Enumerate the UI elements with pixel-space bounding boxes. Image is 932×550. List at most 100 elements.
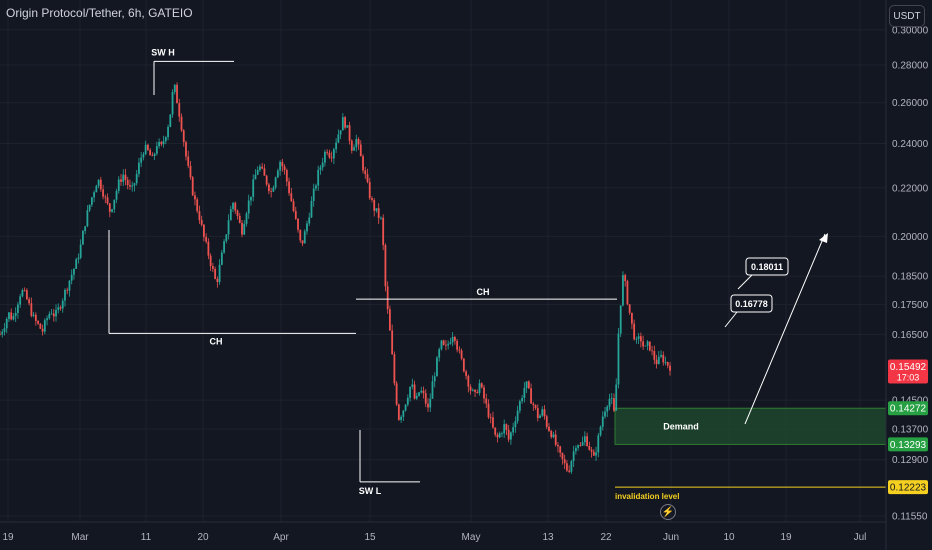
- candle-body: [503, 424, 506, 434]
- candle-body: [467, 375, 470, 387]
- candle-body: [427, 403, 429, 408]
- candle-body: [498, 433, 501, 438]
- candle-body: [0, 334, 1, 336]
- candle-body: [483, 387, 485, 399]
- candle-body: [400, 416, 403, 420]
- candle-body: [411, 384, 414, 387]
- candle-body: [532, 403, 535, 406]
- candle-body: [357, 139, 360, 145]
- candle-body: [247, 200, 250, 214]
- candle-body: [393, 354, 396, 384]
- y-tick-label: 0.16500: [892, 330, 929, 341]
- candle-body: [436, 357, 438, 377]
- candle-body: [456, 340, 459, 350]
- x-tick-label: 10: [723, 532, 735, 543]
- candle-body: [597, 435, 600, 453]
- candle-body: [254, 174, 257, 180]
- candle-body: [469, 386, 472, 391]
- candle-body: [281, 162, 284, 167]
- candle-body: [557, 444, 559, 447]
- candle-body: [310, 200, 313, 218]
- candle-body: [95, 185, 98, 193]
- candle-body: [57, 307, 60, 310]
- candle-body: [39, 323, 42, 329]
- candle-body: [415, 395, 418, 399]
- x-axis[interactable]: 19 Mar 11 20 Apr 15 May 13 22 Jun 10 19 Jul: [2, 532, 866, 543]
- candle-body: [205, 236, 208, 242]
- y-axis[interactable]: 0.30000 0.28000 0.26000 0.24000 0.22000 0.200…: [892, 25, 929, 522]
- candle-body: [418, 392, 420, 396]
- candle-body: [52, 313, 55, 317]
- candle-body: [124, 174, 127, 180]
- candle-body: [12, 316, 15, 320]
- candle-body: [209, 255, 212, 267]
- candle-body: [610, 398, 613, 399]
- candle-body: [505, 424, 508, 430]
- candle-body: [48, 314, 51, 319]
- candle-body: [471, 389, 474, 391]
- candle-body: [272, 187, 275, 192]
- candle-body: [536, 408, 539, 419]
- y-tick-label: 0.17500: [892, 300, 929, 311]
- change-label-2: CH: [477, 287, 490, 297]
- candle-body: [382, 217, 385, 246]
- candle-body: [579, 445, 582, 446]
- candle-body: [312, 188, 315, 201]
- candle-body: [146, 144, 149, 150]
- candle-body: [384, 245, 387, 287]
- candle-body: [424, 393, 427, 404]
- candle-body: [554, 434, 557, 445]
- candle-body: [355, 139, 358, 148]
- candle-body: [144, 144, 147, 155]
- candle-body: [353, 147, 355, 151]
- candle-body: [617, 333, 620, 385]
- candle-body: [337, 134, 340, 143]
- candle-body: [662, 354, 665, 363]
- candle-body: [422, 390, 425, 394]
- candle-body: [138, 162, 140, 174]
- candle-body: [507, 429, 510, 440]
- candle-body: [160, 141, 163, 145]
- currency-button[interactable]: USDT: [889, 5, 925, 27]
- candle-body: [563, 459, 566, 464]
- candle-body: [30, 303, 33, 316]
- candle-body: [93, 192, 96, 198]
- candle-body: [241, 222, 243, 235]
- candle-body: [397, 404, 400, 420]
- x-tick-label: Apr: [273, 532, 289, 543]
- candle-body: [153, 153, 156, 156]
- candle-body: [362, 156, 364, 171]
- candle-body: [655, 359, 658, 364]
- candle-body: [301, 240, 304, 244]
- swing-low-label: SW L: [359, 486, 382, 496]
- candle-body: [59, 307, 62, 309]
- candle-body: [510, 432, 512, 440]
- target-arrow-head: [819, 233, 828, 243]
- candle-body: [548, 426, 550, 432]
- candle-body: [50, 313, 53, 315]
- candle-body: [534, 405, 537, 409]
- candle-body: [306, 223, 308, 232]
- candle-body: [608, 398, 611, 407]
- candle-body: [225, 234, 228, 242]
- candle-body: [453, 337, 456, 341]
- candle-body: [70, 274, 73, 281]
- candle-body: [514, 421, 517, 428]
- candle-body: [297, 218, 299, 230]
- y-tick-label: 0.20000: [892, 232, 929, 243]
- candle-body: [348, 125, 351, 141]
- y-tick-label: 0.28000: [892, 61, 929, 72]
- candle-body: [319, 167, 322, 170]
- lightning-icon[interactable]: ⚡: [660, 504, 676, 520]
- candle-body: [657, 356, 660, 364]
- y-tick-label: 0.13700: [892, 425, 929, 436]
- candle-body: [601, 416, 604, 427]
- candle-body: [64, 289, 66, 301]
- candle-body: [395, 383, 398, 405]
- candle-body: [539, 415, 541, 419]
- candle-body: [478, 383, 481, 393]
- y-tick-label: 0.12900: [892, 455, 929, 466]
- candle-body: [99, 179, 102, 190]
- candle-body: [315, 185, 317, 189]
